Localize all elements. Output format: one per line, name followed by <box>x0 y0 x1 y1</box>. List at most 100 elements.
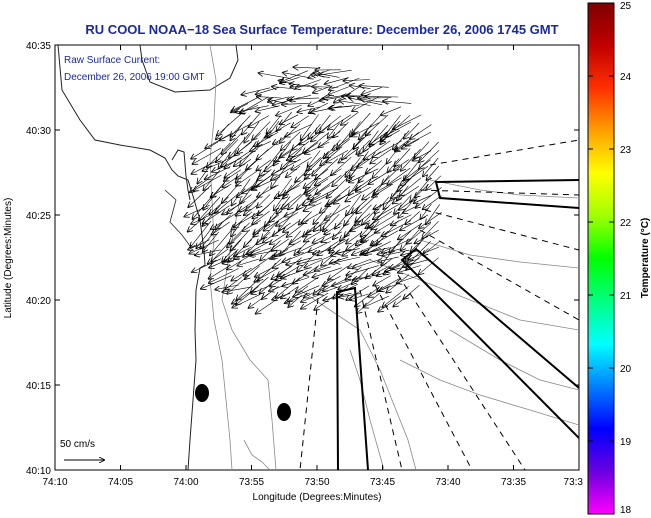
current-vector <box>414 195 432 203</box>
x-tick-label: 73:55 <box>239 477 264 488</box>
current-vector <box>352 122 380 137</box>
current-vector <box>249 292 270 308</box>
current-vector <box>272 87 292 89</box>
current-vector <box>346 238 362 251</box>
current-vector <box>393 293 411 306</box>
current-vector <box>205 133 232 148</box>
current-vector <box>304 168 329 188</box>
current-vector <box>215 193 239 213</box>
current-vector <box>382 166 401 184</box>
current-vector <box>423 240 441 255</box>
current-vector <box>333 220 350 239</box>
current-vector <box>270 231 289 244</box>
current-vector <box>296 276 319 292</box>
current-vector <box>272 292 291 300</box>
y-tick-label: 40:10 <box>26 466 51 477</box>
current-vector <box>244 203 259 215</box>
coastline <box>57 45 206 470</box>
current-vector <box>283 73 310 78</box>
current-vector <box>222 183 239 203</box>
current-vector <box>236 158 259 179</box>
current-vector <box>313 248 332 254</box>
current-vector <box>203 158 230 171</box>
current-vector <box>381 238 402 266</box>
current-vector <box>426 175 442 190</box>
current-vector <box>231 267 252 281</box>
current-vector <box>373 275 391 286</box>
current-vector <box>222 132 243 154</box>
colorbar-ticks: 25 24 23 22 21 20 19 18 <box>588 1 632 516</box>
current-vector <box>339 148 359 162</box>
current-vector <box>256 159 272 171</box>
current-vector <box>318 286 340 295</box>
current-vector <box>324 222 342 234</box>
current-vector <box>384 121 412 137</box>
scale-label: 50 cm/s <box>60 439 95 450</box>
current-vector <box>236 277 261 300</box>
current-vector <box>400 165 429 185</box>
current-vector <box>217 113 241 135</box>
current-vector <box>203 231 219 252</box>
current-vector <box>407 223 431 244</box>
current-vector <box>398 265 421 273</box>
current-vector <box>398 168 421 191</box>
current-vector <box>231 103 249 113</box>
current-vector <box>193 196 213 219</box>
current-vector <box>383 101 412 103</box>
colorbar-tick-label: 20 <box>620 364 632 375</box>
current-vector <box>209 268 239 284</box>
current-vector <box>236 167 250 183</box>
colorbar-tick-label: 23 <box>620 145 632 156</box>
current-vector <box>306 220 329 235</box>
annotation-line2: December 26, 2006 19:00 GMT <box>64 72 205 83</box>
current-vector <box>389 230 412 253</box>
current-vector <box>351 157 369 170</box>
current-vector <box>258 194 281 215</box>
current-vector <box>342 239 370 256</box>
x-tick-label: 74:05 <box>108 477 133 488</box>
current-vector <box>372 140 402 157</box>
current-vector <box>257 184 279 197</box>
current-vector <box>301 294 321 302</box>
current-vector <box>401 148 421 171</box>
current-vector <box>393 114 422 129</box>
colorbar-tick-label: 24 <box>620 72 632 83</box>
current-vector <box>394 159 410 171</box>
current-vector <box>265 204 281 227</box>
y-tick-label: 40:30 <box>26 126 51 137</box>
current-vector <box>271 167 292 180</box>
current-vector <box>281 131 301 150</box>
current-vector <box>419 149 440 169</box>
current-vector <box>270 247 302 259</box>
x-tick-label: 73:45 <box>370 477 395 488</box>
current-vector <box>302 213 319 224</box>
current-vector <box>312 87 339 88</box>
current-vector <box>223 175 239 187</box>
current-vector <box>420 203 432 219</box>
current-vector <box>415 229 439 243</box>
current-vector <box>262 220 279 239</box>
current-vector <box>289 141 310 157</box>
current-vector <box>352 196 370 213</box>
current-vector <box>342 139 362 159</box>
current-vector <box>331 156 352 175</box>
current-vector <box>403 204 420 213</box>
current-vector <box>249 115 270 128</box>
current-vector <box>361 247 390 255</box>
current-vector <box>411 231 431 251</box>
current-vector <box>205 166 231 180</box>
current-vector <box>201 275 232 289</box>
current-vector <box>281 285 299 298</box>
current-vector <box>379 282 401 291</box>
current-vector <box>305 255 331 268</box>
current-vector <box>238 258 260 266</box>
current-vector <box>304 231 321 242</box>
current-vector <box>203 186 222 210</box>
current-vector <box>209 264 231 279</box>
annotation-line1: Raw Surface Current: <box>64 55 160 66</box>
x-tick-label: 73:3 <box>564 477 584 488</box>
current-vector <box>269 203 290 222</box>
current-vector <box>346 265 379 276</box>
current-vector <box>381 106 402 115</box>
current-vector <box>403 259 429 267</box>
